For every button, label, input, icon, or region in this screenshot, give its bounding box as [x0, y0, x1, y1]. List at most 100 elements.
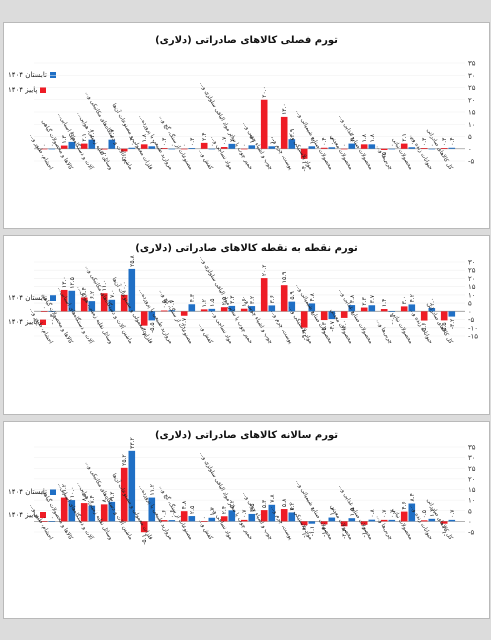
data-label: ۸.۴	[409, 493, 416, 501]
chart-panel-seasonal: تورم فصلی کالاهای صادراتی (دلاری) تابستا…	[3, 22, 490, 229]
bar-autumn	[280, 509, 288, 522]
bar-autumn	[320, 521, 328, 525]
bar-autumn	[420, 148, 428, 149]
bar-summer	[108, 139, 116, 149]
data-label: ۱۱.۲	[61, 484, 68, 496]
bar-autumn	[240, 148, 248, 150]
data-label: ۴.۲	[289, 502, 296, 510]
y-tick-label: ۱۵	[468, 283, 476, 291]
data-label: ۰.۷	[381, 509, 388, 518]
bar-summer	[428, 518, 436, 522]
data-label: ۱.۵	[349, 508, 356, 516]
data-label: ۰	[341, 144, 348, 147]
bar-summer	[248, 513, 256, 522]
data-label: ۱.۰	[149, 136, 156, 144]
bar-summer	[408, 147, 416, 149]
data-label: -۹.۹	[301, 330, 308, 341]
bar-summer	[88, 139, 96, 149]
bar-summer	[108, 501, 116, 522]
bar-summer	[48, 148, 56, 150]
legend-swatch-autumn	[40, 512, 47, 518]
data-label: -۵.۱	[141, 534, 148, 545]
y-tick-label: ۱۵	[468, 109, 476, 117]
data-label: ۲.۵	[189, 506, 196, 514]
bar-summer	[228, 143, 236, 149]
bar-summer	[328, 311, 336, 320]
bar-autumn	[440, 311, 448, 321]
legend-swatch-summer	[49, 295, 56, 301]
data-label: ۱.۵	[209, 299, 216, 307]
bar-summer	[328, 517, 336, 522]
data-label: ۱۲.۵	[69, 277, 76, 289]
bar-summer	[268, 305, 276, 312]
bar-summer	[128, 147, 136, 149]
y-tick-label: ۰	[468, 145, 472, 153]
data-label: ۴.۲	[409, 294, 416, 302]
bar-summer	[228, 510, 236, 522]
data-label: ۳.۷	[369, 294, 376, 303]
data-label: ۳.۳	[229, 295, 236, 304]
data-label: ۲.۵	[221, 297, 228, 305]
data-label: ۱.۲	[201, 299, 208, 307]
data-label: ۴.۸	[181, 500, 188, 509]
legend-label-summer: تابستان ۱۴۰۴	[8, 488, 47, 496]
data-label: ۰.۷	[241, 509, 248, 518]
legend-item-autumn: پاییز ۱۴۰۴	[8, 86, 47, 94]
y-tick-label: -۵	[468, 316, 475, 324]
data-label: -۳.۲	[449, 319, 456, 330]
data-label: ۲۵.۸	[129, 255, 136, 267]
bar-autumn	[380, 519, 388, 522]
y-tick-label: ۱۰	[468, 291, 476, 299]
data-label: ۰.۳	[441, 137, 448, 146]
data-label: ۰.۷	[389, 509, 396, 518]
bar-autumn	[80, 503, 88, 522]
legend-label-autumn: پاییز ۱۴۰۴	[8, 86, 38, 94]
data-label: ۳.۲	[249, 296, 256, 304]
data-label: ۰.۷	[449, 509, 456, 518]
bar-summer	[208, 308, 216, 312]
y-tick-label: ۱۵	[468, 486, 476, 494]
data-label: ۰.۶	[169, 510, 176, 518]
y-tick-label: ۳۰	[468, 72, 476, 80]
bar-autumn	[360, 307, 368, 312]
y-tick-label: ۰	[468, 518, 472, 526]
data-label: ۰.۶	[329, 137, 336, 145]
data-label: ۲.۳	[361, 296, 368, 305]
bar-autumn	[220, 307, 228, 312]
data-label: ۴.۳	[189, 293, 196, 302]
legend-swatch-autumn	[40, 319, 47, 325]
bar-summer	[228, 305, 236, 312]
data-label: ۳.۵	[249, 504, 256, 512]
bar-summer	[68, 500, 76, 522]
y-tick-label: ۱۰	[468, 121, 476, 129]
bar-autumn	[280, 116, 288, 149]
data-label: ۷.۴	[89, 495, 96, 503]
bar-summer	[108, 299, 116, 312]
bar-autumn	[140, 521, 148, 533]
bar-summer	[168, 310, 176, 312]
data-label: ۰.۸	[369, 509, 376, 518]
bar-autumn	[120, 467, 128, 522]
bar-autumn	[380, 148, 388, 150]
bar-summer	[68, 141, 76, 149]
data-label: -۲.۷	[181, 317, 188, 328]
data-label: -۰.۳	[101, 151, 108, 162]
bar-autumn	[160, 148, 168, 149]
bar-summer	[168, 520, 176, 522]
data-label: ۰.۵	[161, 300, 168, 308]
bar-summer	[208, 517, 216, 522]
data-label: ۴.۸	[309, 292, 316, 301]
data-label: -۲.۳	[341, 527, 348, 538]
data-label: ۳.۸	[349, 294, 356, 303]
legend-item-summer: تابستان ۱۴۰۴	[8, 488, 56, 496]
data-label: ۱.۸	[329, 506, 336, 515]
data-label: ۰.۵	[421, 510, 428, 518]
bar-summer	[388, 311, 396, 312]
bar-summer	[68, 290, 76, 312]
bar-summer	[48, 311, 56, 312]
data-label: ۰	[201, 516, 208, 519]
data-label: ۱.۳	[61, 134, 68, 143]
